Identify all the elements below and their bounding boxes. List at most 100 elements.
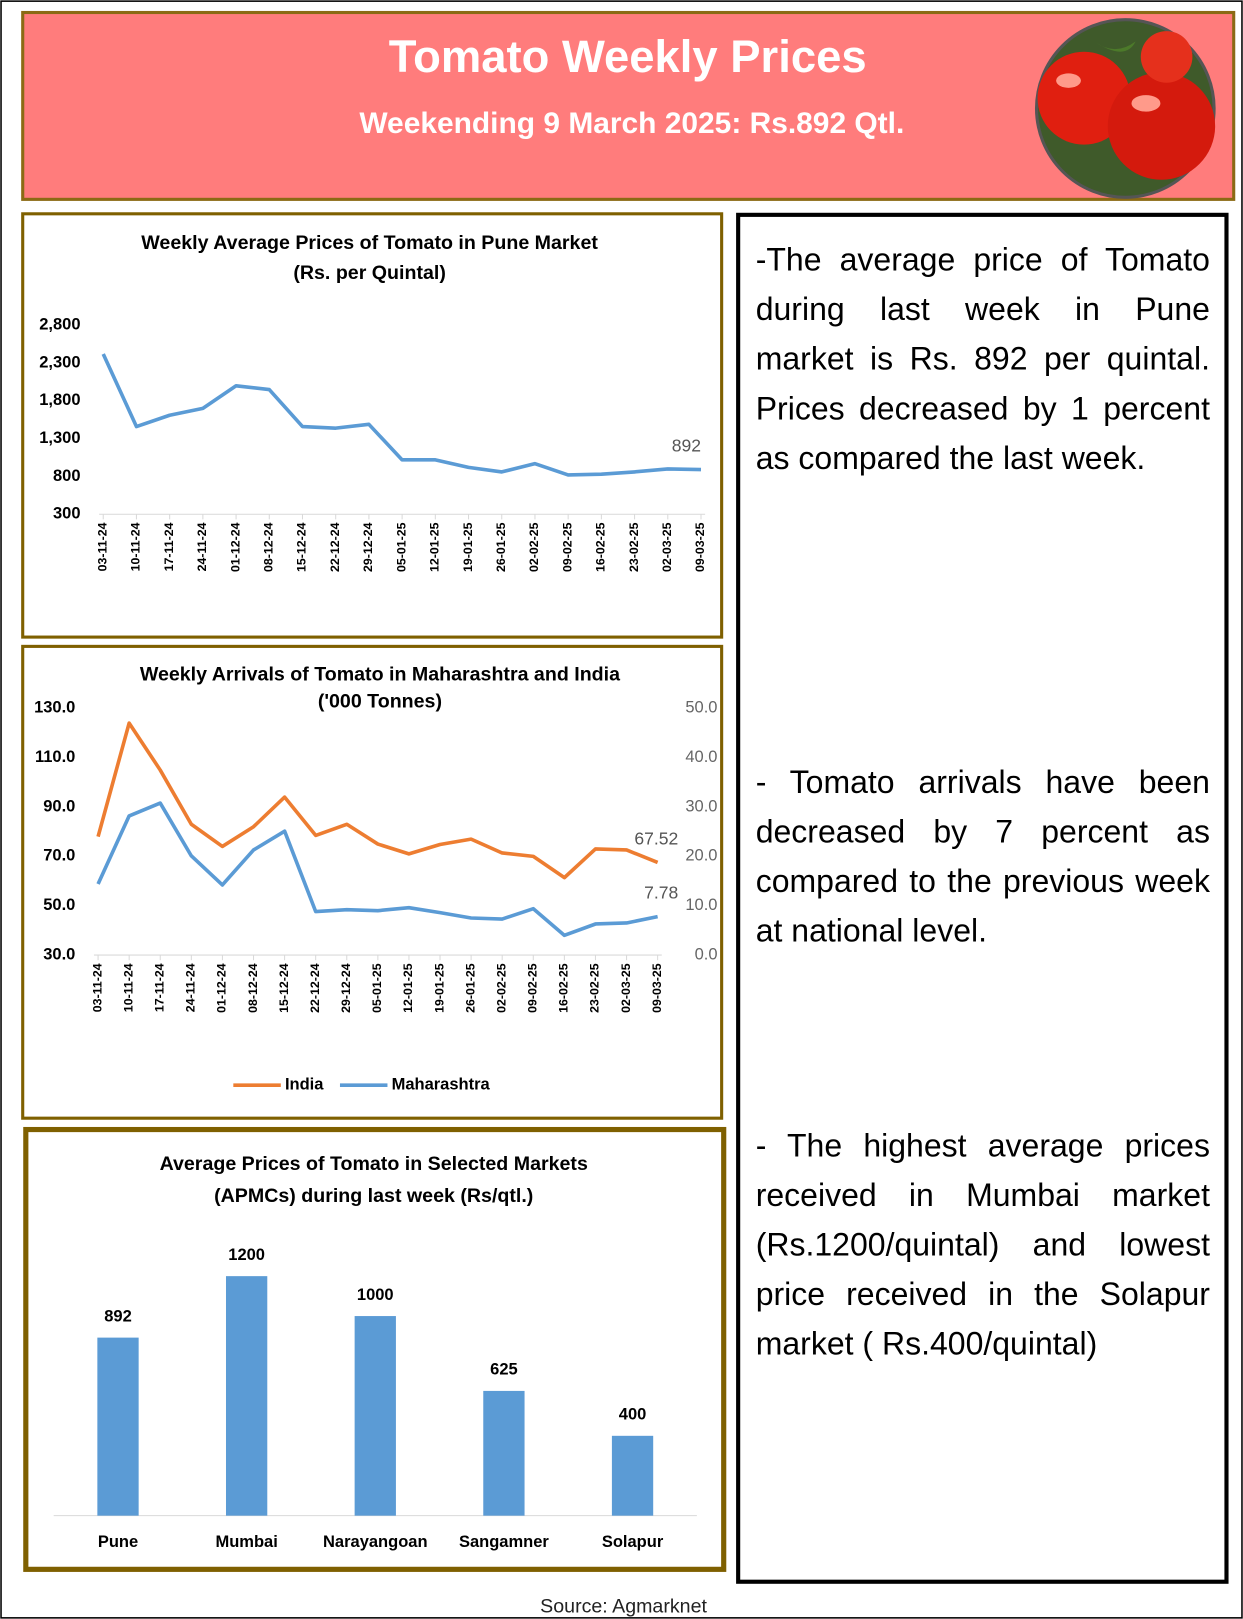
x-tick-label: 02-02-25: [494, 963, 508, 1013]
bar: [97, 1337, 139, 1516]
data-label: 1000: [357, 1286, 394, 1304]
text-panel: [736, 212, 1229, 1584]
series-line: [96, 801, 658, 938]
y-tick-label: 50.0: [43, 896, 75, 914]
x-tick-label: 22-12-24: [308, 963, 322, 1013]
x-tick-label: 09-03-25: [693, 522, 707, 572]
x-tick-label: 15-12-24: [295, 522, 309, 572]
header-title: Tomato Weekly Prices: [389, 31, 867, 82]
y2-tick-label: 30.0: [685, 797, 717, 815]
chart-subtitle: (Rs. per Quintal): [293, 262, 446, 284]
x-tick-label: Solapur: [602, 1533, 664, 1551]
x-tick-label: 22-12-24: [328, 522, 342, 572]
paragraph-box: - The highest average prices received in…: [755, 1127, 1210, 1362]
bar: [225, 1276, 268, 1516]
y2-tick-label: 0.0: [695, 945, 718, 963]
y-tick-label: 130.0: [34, 699, 75, 717]
chart-title: Average Prices of Tomato in Selected Mar…: [160, 1153, 588, 1175]
x-tick-label: 16-02-25: [557, 963, 571, 1013]
y-tick-label: 30.0: [43, 945, 75, 963]
tomato-icon: [1034, 18, 1216, 199]
y2-tick-label: 20.0: [685, 847, 717, 865]
x-tick-label: 17-11-24: [153, 963, 167, 1012]
x-tick-label: 03-11-24: [90, 963, 104, 1012]
x-tick-label: 02-03-25: [619, 963, 633, 1013]
x-tick-label: 19-01-25: [432, 963, 446, 1013]
x-tick-label: 12-01-25: [428, 522, 442, 572]
chart-frame: [21, 644, 724, 1120]
x-tick-label: 19-01-25: [461, 522, 475, 572]
y-tick-label: 110.0: [35, 748, 75, 766]
x-tick-label: 23-02-25: [627, 522, 641, 572]
y2-tick-label: 40.0: [685, 748, 717, 766]
x-tick-label: 08-12-24: [262, 522, 276, 572]
x-tick-label: 09-02-25: [526, 963, 540, 1013]
x-tick-label: 29-12-24: [361, 522, 375, 572]
x-tick-label: 02-02-25: [527, 522, 541, 572]
legend-label: India: [285, 1076, 324, 1094]
y-tick-label: 1,800: [39, 391, 80, 409]
bar: [483, 1390, 525, 1516]
x-tick-label: 01-12-24: [228, 522, 242, 572]
x-tick-label: 12-01-25: [401, 963, 415, 1013]
x-tick-label: 09-03-25: [650, 963, 664, 1013]
y-tick-label: 2,300: [39, 353, 80, 371]
y-tick-label: 800: [53, 467, 81, 485]
paragraph-box: -The average price of Tomato during last…: [755, 241, 1210, 477]
paragraph: -The average price of Tomato during last…: [755, 241, 1210, 477]
y2-tick-label: 50.0: [685, 699, 717, 717]
paragraph: - Tomato arrivals have been decreased by…: [755, 764, 1210, 949]
data-label: 625: [490, 1361, 518, 1379]
chart-subtitle: (APMCs) during last week (Rs/qtl.): [214, 1185, 533, 1207]
data-label: 1200: [228, 1246, 265, 1264]
source-note: Source: Agmarknet: [540, 1596, 707, 1618]
y-tick-label: 70.0: [43, 847, 75, 865]
x-tick-label: 23-02-25: [588, 963, 602, 1013]
data-label: 400: [619, 1406, 647, 1424]
x-tick-label: Mumbai: [215, 1533, 277, 1551]
header-banner: [21, 10, 1236, 201]
paragraph-box: - Tomato arrivals have been decreased by…: [755, 764, 1210, 949]
y-tick-label: 90.0: [43, 797, 75, 815]
y-tick-label: 2,800: [39, 316, 80, 334]
x-tick-label: 09-02-25: [560, 522, 574, 572]
x-tick-label: 02-03-25: [660, 522, 674, 572]
series-line: [101, 353, 702, 477]
series-line: [96, 721, 659, 880]
x-tick-label: 24-11-24: [195, 522, 209, 571]
chart-subtitle: ('000 Tonnes): [318, 690, 442, 712]
x-tick-label: Pune: [98, 1533, 138, 1551]
data-label: 892: [672, 435, 701, 455]
bar: [354, 1316, 396, 1516]
bar: [611, 1435, 654, 1516]
data-label: 7.78: [644, 883, 678, 903]
y-tick-label: 300: [53, 505, 81, 523]
paragraph: - The highest average prices received in…: [755, 1127, 1210, 1362]
x-tick-label: 10-11-24: [129, 522, 143, 571]
chart-title: Weekly Arrivals of Tomato in Maharashtra…: [140, 663, 621, 685]
x-tick-label: 15-12-24: [277, 963, 291, 1013]
x-tick-label: 01-12-24: [215, 963, 229, 1013]
x-tick-label: 29-12-24: [339, 963, 353, 1013]
header-subtitle: Weekending 9 March 2025: Rs.892 Qtl.: [359, 107, 904, 140]
y-tick-label: 1,300: [39, 429, 80, 447]
x-tick-label: 05-01-25: [370, 963, 384, 1013]
x-tick-label: 17-11-24: [162, 522, 176, 571]
x-tick-label: 10-11-24: [121, 963, 135, 1012]
x-tick-label: 26-01-25: [463, 963, 477, 1013]
data-label: 892: [104, 1307, 132, 1325]
x-tick-label: 16-02-25: [594, 522, 608, 572]
x-tick-label: 08-12-24: [246, 963, 260, 1013]
x-tick-label: 05-01-25: [394, 522, 408, 572]
chart-title: Weekly Average Prices of Tomato in Pune …: [141, 232, 598, 254]
x-tick-label: Narayangoan: [323, 1533, 428, 1551]
y2-tick-label: 10.0: [685, 896, 717, 914]
data-label: 67.52: [634, 828, 678, 848]
x-tick-label: 26-01-25: [494, 522, 508, 572]
legend-label: Maharashtra: [392, 1076, 491, 1094]
x-tick-label: 24-11-24: [184, 963, 198, 1012]
x-tick-label: 03-11-24: [96, 522, 110, 571]
x-tick-label: Sangamner: [459, 1533, 549, 1551]
